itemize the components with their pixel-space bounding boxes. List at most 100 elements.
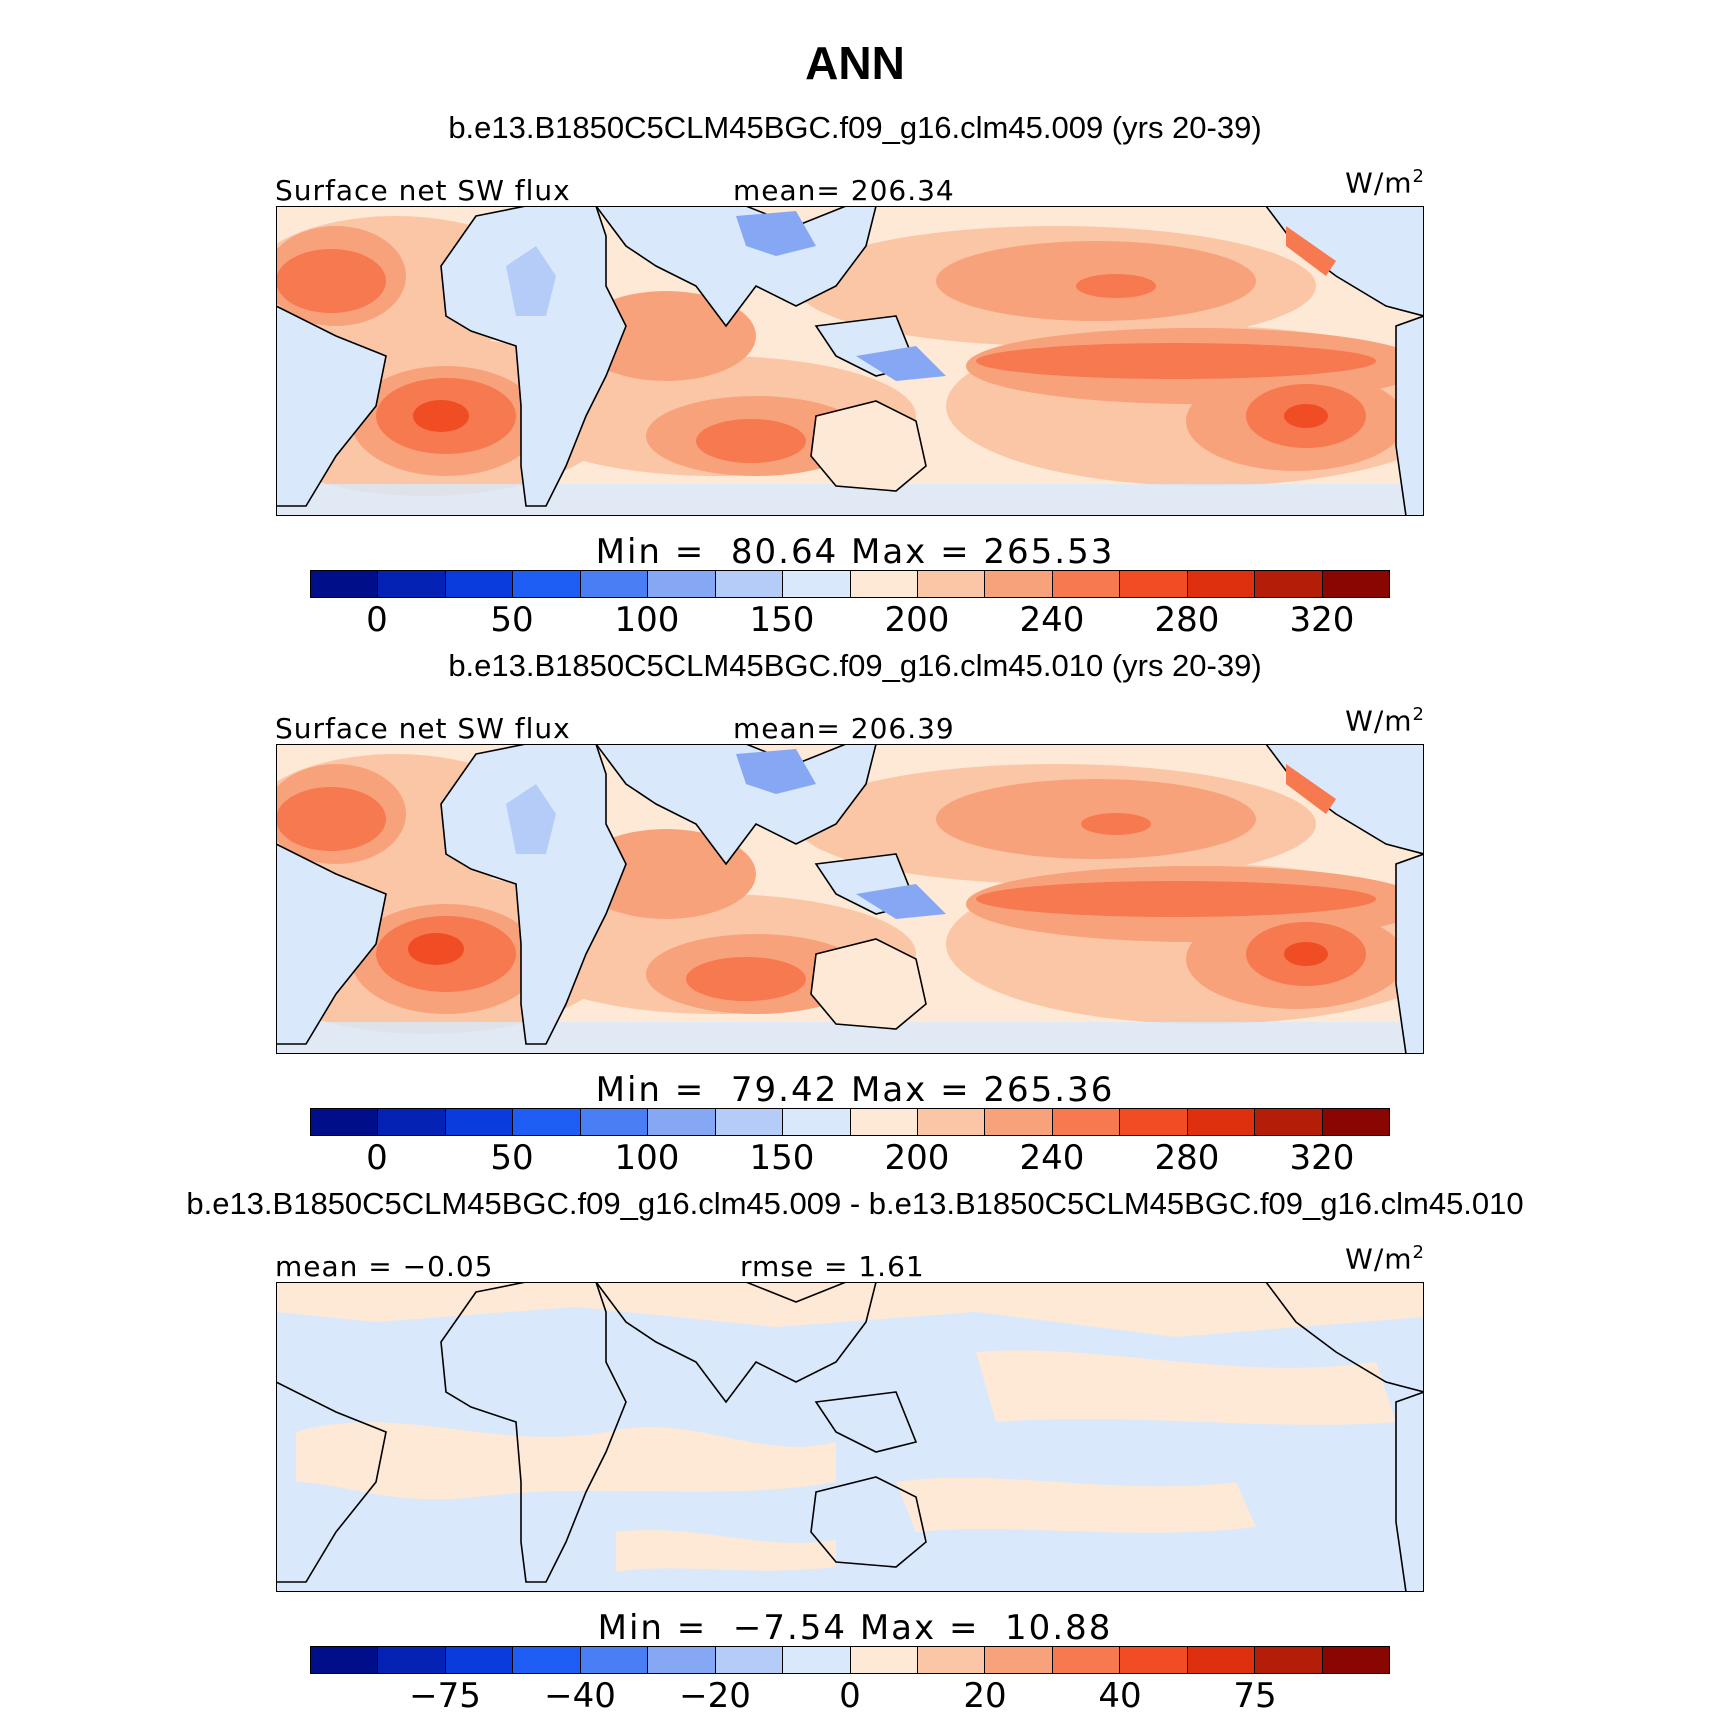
peak-core bbox=[1284, 942, 1328, 966]
colorbar-box bbox=[1255, 1647, 1323, 1673]
max-flux-core bbox=[976, 881, 1376, 917]
panel-3-tick-label: 75 bbox=[1233, 1676, 1277, 1716]
colorbar-box bbox=[1322, 1109, 1389, 1135]
sahara-low-flux bbox=[506, 246, 556, 316]
colorbar-box bbox=[513, 1647, 581, 1673]
colorbar-box bbox=[985, 1109, 1053, 1135]
panel-3-tick-label: −20 bbox=[679, 1676, 751, 1716]
colorbar-box bbox=[648, 1647, 716, 1673]
panel-2-tick-label: 150 bbox=[749, 1138, 815, 1178]
colorbar-box bbox=[311, 1109, 379, 1135]
colorbar-box bbox=[783, 1647, 851, 1673]
colorbar-box bbox=[850, 1109, 918, 1135]
positive-difference-region bbox=[896, 1477, 1256, 1533]
south-america-west bbox=[1395, 1391, 1424, 1592]
sahara-low-flux bbox=[506, 784, 556, 854]
asia bbox=[595, 1282, 877, 1404]
max-flux-core bbox=[696, 419, 806, 463]
south-america bbox=[276, 1381, 387, 1583]
panel-3-tick-label: −40 bbox=[544, 1676, 616, 1716]
colorbar-box bbox=[1120, 1109, 1188, 1135]
colorbar-box bbox=[1052, 1109, 1121, 1135]
panel-3-tick-label: −75 bbox=[409, 1676, 481, 1716]
panel-2-min-max: Min = 79.42 Max = 265.36 bbox=[595, 1070, 1115, 1110]
colorbar-box bbox=[917, 571, 986, 597]
panel-2-tick-label: 240 bbox=[1019, 1138, 1085, 1178]
panel-2-tick-label: 280 bbox=[1154, 1138, 1220, 1178]
colorbar-box bbox=[850, 1647, 918, 1673]
panel-1-tick-label: 150 bbox=[749, 600, 815, 640]
colorbar-box bbox=[1052, 571, 1121, 597]
colorbar-box bbox=[715, 1647, 784, 1673]
colorbar-box bbox=[1120, 571, 1188, 597]
peak-core bbox=[413, 400, 469, 432]
southern-low-flux bbox=[276, 484, 1424, 516]
colorbar-box bbox=[378, 1647, 446, 1673]
peak-core bbox=[1284, 404, 1328, 428]
peak-core bbox=[408, 933, 464, 965]
colorbar-box bbox=[1052, 1647, 1121, 1673]
positive-difference-region bbox=[616, 1529, 836, 1572]
max-flux-core bbox=[1076, 274, 1156, 298]
high-flux-region bbox=[576, 829, 756, 919]
colorbar-box bbox=[513, 571, 581, 597]
panel-3-units: W/m2 bbox=[1345, 1242, 1425, 1276]
colorbar-box bbox=[513, 1109, 581, 1135]
colorbar-box bbox=[311, 571, 379, 597]
panel-2-variable-label: Surface net SW flux bbox=[275, 712, 571, 745]
africa bbox=[440, 1282, 627, 1583]
panel-1-units: W/m2 bbox=[1345, 166, 1425, 200]
colorbar-box bbox=[1187, 571, 1256, 597]
panel-1-tick-label: 100 bbox=[614, 600, 680, 640]
panel-1-tick-label: 200 bbox=[884, 600, 950, 640]
high-flux-region bbox=[576, 291, 756, 381]
tibet-low-flux bbox=[736, 211, 816, 256]
australia bbox=[810, 400, 927, 492]
panel-3-tick-label: 0 bbox=[839, 1676, 861, 1716]
max-flux-core bbox=[686, 957, 806, 1001]
panel-1-tick-label: 320 bbox=[1289, 600, 1355, 640]
south-america bbox=[276, 305, 387, 507]
panel-1-tick-label: 280 bbox=[1154, 600, 1220, 640]
panel-1-variable-label: Surface net SW flux bbox=[275, 174, 571, 207]
colorbar-box bbox=[378, 571, 446, 597]
panel-2-tick-label: 200 bbox=[884, 1138, 950, 1178]
panel-2-units: W/m2 bbox=[1345, 704, 1425, 738]
maritime-continent bbox=[814, 1391, 918, 1453]
panel-3-rmse-label: rmse = 1.61 bbox=[740, 1250, 925, 1283]
mexico-coast-high-flux bbox=[1286, 764, 1336, 814]
colorbar-box bbox=[985, 1647, 1053, 1673]
figure-title: ANN bbox=[805, 37, 905, 89]
south-america-west bbox=[1395, 315, 1424, 516]
panel-3-colorbar bbox=[310, 1646, 1390, 1674]
colorbar-box bbox=[985, 571, 1053, 597]
panel-3-mean-label: mean = −0.05 bbox=[275, 1250, 494, 1283]
southern-low-flux bbox=[276, 1022, 1424, 1054]
colorbar-box bbox=[445, 1647, 514, 1673]
max-flux-core bbox=[276, 787, 386, 851]
australia bbox=[810, 938, 927, 1030]
max-flux-core bbox=[1081, 813, 1151, 835]
panel-2-map bbox=[276, 744, 1424, 1054]
new-guinea bbox=[856, 346, 946, 381]
panel-2-colorbar bbox=[310, 1108, 1390, 1136]
panel-1-run-title: b.e13.B1850C5CLM45BGC.f09_g16.clm45.009 … bbox=[448, 110, 1262, 145]
panel-2-mean-label: mean= 206.39 bbox=[733, 712, 955, 745]
colorbar-box bbox=[917, 1109, 986, 1135]
mexico-coast-high-flux bbox=[1286, 226, 1336, 276]
panel-3-tick-label: 40 bbox=[1098, 1676, 1142, 1716]
panel-1-mean-label: mean= 206.34 bbox=[733, 174, 955, 207]
colorbar-box bbox=[1120, 1647, 1188, 1673]
panel-1-min-max: Min = 80.64 Max = 265.53 bbox=[595, 532, 1115, 572]
colorbar-box bbox=[648, 1109, 716, 1135]
max-flux-core bbox=[276, 249, 386, 313]
colorbar-box bbox=[1322, 1647, 1389, 1673]
colorbar-box bbox=[917, 1647, 986, 1673]
colorbar-box bbox=[1255, 571, 1323, 597]
panel-1-map bbox=[276, 206, 1424, 516]
panel-3-run-title: b.e13.B1850C5CLM45BGC.f09_g16.clm45.009 … bbox=[186, 1186, 1524, 1221]
colorbar-box bbox=[580, 1109, 649, 1135]
south-america-west bbox=[1395, 853, 1424, 1054]
panel-2-tick-label: 320 bbox=[1289, 1138, 1355, 1178]
